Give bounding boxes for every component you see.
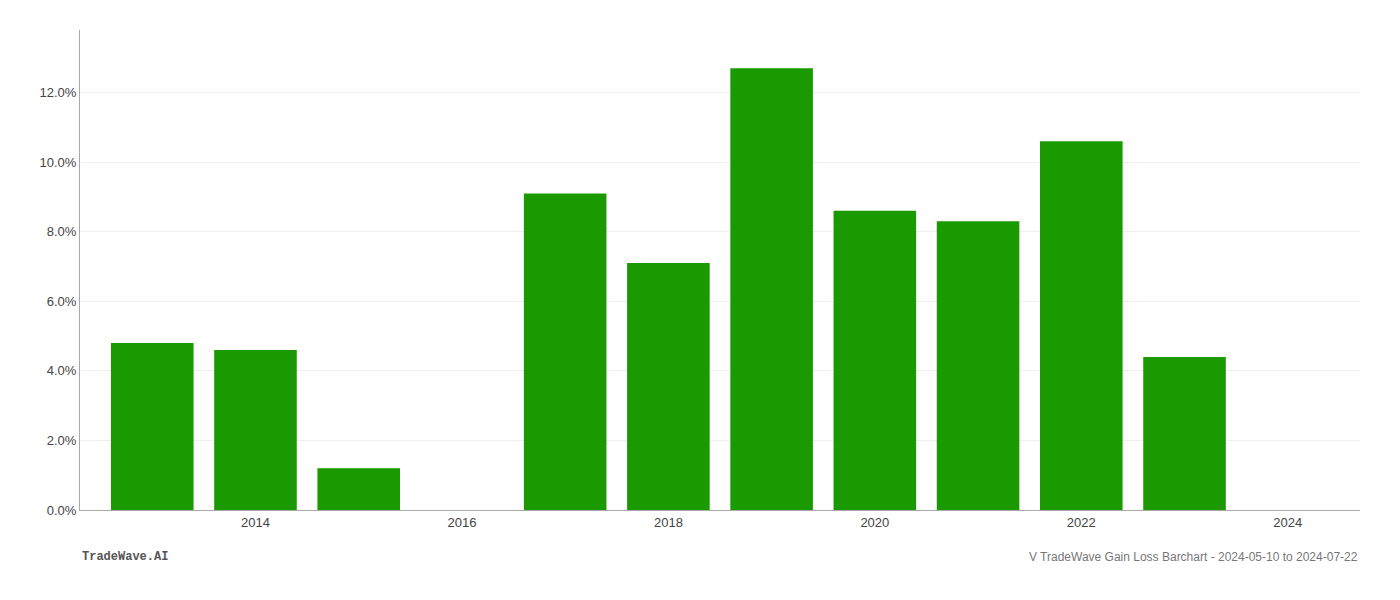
svg-text:12.0%: 12.0% xyxy=(40,85,77,100)
svg-text:2020: 2020 xyxy=(860,515,889,530)
svg-text:2014: 2014 xyxy=(241,515,270,530)
svg-text:4.0%: 4.0% xyxy=(47,363,77,378)
svg-text:2016: 2016 xyxy=(447,515,476,530)
svg-text:10.0%: 10.0% xyxy=(40,155,77,170)
svg-text:V TradeWave Gain Loss Barchart: V TradeWave Gain Loss Barchart - 2024-05… xyxy=(1029,550,1358,564)
svg-text:TradeWave.AI: TradeWave.AI xyxy=(82,550,168,564)
svg-text:2024: 2024 xyxy=(1273,515,1302,530)
svg-text:6.0%: 6.0% xyxy=(47,294,77,309)
svg-text:2.0%: 2.0% xyxy=(47,433,77,448)
svg-text:8.0%: 8.0% xyxy=(47,224,77,239)
svg-text:2018: 2018 xyxy=(654,515,683,530)
svg-text:0.0%: 0.0% xyxy=(47,503,77,518)
svg-text:2022: 2022 xyxy=(1067,515,1096,530)
